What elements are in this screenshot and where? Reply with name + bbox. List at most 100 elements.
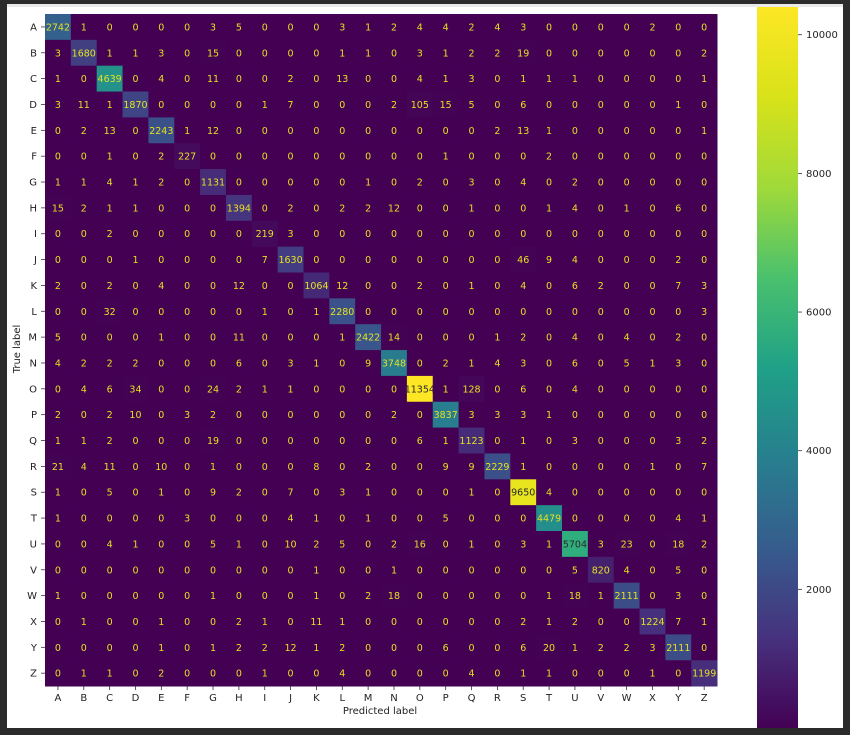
y-axis-ticks: A B C D E F G H I J K L M N O P Q R S T U V W X Y Z <box>27 22 45 680</box>
heatmap-cell <box>70 660 98 687</box>
cell-value-label: 1 <box>210 591 216 602</box>
cell-value-label: 820 <box>592 565 610 576</box>
cell-value-label: 0 <box>546 307 552 318</box>
cell-value-label: 2 <box>236 643 242 654</box>
heatmap-cell <box>148 169 175 196</box>
cell-value-label: 0 <box>313 669 319 680</box>
heatmap-cell <box>225 608 253 635</box>
heatmap-cell <box>355 634 382 661</box>
cell-value-label: 0 <box>572 514 578 525</box>
heatmap-cell <box>432 246 459 273</box>
cell-value-label: 0 <box>675 410 681 421</box>
cell-value-label: 2229 <box>485 462 509 473</box>
cell-value-label: 0 <box>55 229 61 240</box>
cell-value-label: 0 <box>701 384 707 395</box>
heatmap-cell <box>613 582 640 609</box>
cell-value-label: 0 <box>236 669 242 680</box>
cell-value-label: 0 <box>417 333 423 344</box>
cell-value-label: 0 <box>158 100 164 111</box>
heatmap-cell <box>329 350 356 377</box>
cell-value-label: 0 <box>649 178 655 189</box>
heatmap-cell <box>484 169 511 196</box>
heatmap-cell <box>381 65 408 92</box>
cell-value-label: 1 <box>546 591 552 602</box>
heatmap-cell <box>432 634 459 661</box>
heatmap-cell <box>122 375 149 403</box>
cell-value-label: 2742 <box>46 22 70 33</box>
heatmap-cell <box>122 479 149 506</box>
cell-value-label: 4 <box>494 358 500 369</box>
heatmap-cell <box>639 143 666 170</box>
heatmap-cell <box>45 143 72 170</box>
cell-value-label: 0 <box>132 74 138 85</box>
cell-value-label: 0 <box>469 617 475 628</box>
heatmap-cell <box>510 65 537 92</box>
heatmap-cell <box>70 246 98 273</box>
heatmap-cell <box>458 634 485 661</box>
heatmap-cell <box>613 350 640 377</box>
heatmap-cell <box>691 194 718 222</box>
heatmap-cell <box>406 324 434 351</box>
cell-value-label: 0 <box>55 643 61 654</box>
cell-value-label: 0 <box>313 100 319 111</box>
cell-value-label: 18 <box>388 591 400 602</box>
heatmap-cell <box>536 194 563 222</box>
heatmap-cell <box>458 91 485 118</box>
cell-value-label: 0 <box>184 48 190 59</box>
cell-value-label: 4479 <box>537 514 561 525</box>
heatmap-cell <box>587 14 615 41</box>
heatmap-cell <box>355 350 382 377</box>
heatmap-cell <box>484 375 511 403</box>
cell-value-label: 0 <box>443 488 449 499</box>
heatmap-cell <box>70 117 98 144</box>
cell-value-label: 0 <box>572 100 578 111</box>
cell-value-label: 1 <box>520 436 526 447</box>
heatmap-cell <box>45 531 72 558</box>
heatmap-cell <box>432 556 459 584</box>
heatmap-cell <box>122 582 149 609</box>
cell-value-label: 2 <box>701 48 707 59</box>
cell-value-label: 1 <box>443 152 449 163</box>
cell-value-label: 12 <box>336 281 348 292</box>
heatmap-cell <box>665 143 692 170</box>
heatmap-cell <box>587 117 615 144</box>
heatmap-cell <box>665 556 692 584</box>
cell-value-label: 1 <box>546 617 552 628</box>
cell-value-label: 0 <box>494 203 500 214</box>
heatmap-cell <box>45 582 72 609</box>
cell-value-label: 0 <box>649 488 655 499</box>
cell-value-label: 5 <box>469 100 475 111</box>
cell-value-label: 0 <box>81 565 87 576</box>
heatmap-cell <box>329 220 356 248</box>
heatmap-cell <box>562 14 589 41</box>
x-tick-label: I <box>263 693 266 704</box>
heatmap-cell <box>613 220 640 248</box>
cell-value-label: 1 <box>572 643 578 654</box>
cell-value-label: 0 <box>236 152 242 163</box>
cell-value-label: 0 <box>184 229 190 240</box>
cell-value-label: 0 <box>339 462 345 473</box>
cell-value-label: 0 <box>81 281 87 292</box>
heatmap-cell <box>381 117 408 144</box>
cell-value-label: 0 <box>132 22 138 33</box>
heatmap-cell <box>510 608 537 635</box>
cell-value-label: 0 <box>107 22 113 33</box>
heatmap-cell <box>277 401 304 428</box>
cell-value-label: 0 <box>313 488 319 499</box>
cell-value-label: 0 <box>365 255 371 266</box>
heatmap-cell <box>406 169 434 196</box>
heatmap-cell <box>458 375 485 403</box>
cell-value-label: 0 <box>365 539 371 550</box>
heatmap-cell <box>613 143 640 170</box>
cell-value-label: 0 <box>262 462 268 473</box>
heatmap-cell <box>200 505 227 532</box>
heatmap-cell <box>510 117 537 144</box>
heatmap-cell <box>303 194 330 222</box>
heatmap-cell <box>406 479 434 506</box>
cell-value-label: 0 <box>184 617 190 628</box>
cell-value-label: 6 <box>520 384 526 395</box>
heatmap-cell <box>200 117 227 144</box>
cell-value-label: 24 <box>207 384 219 395</box>
y-tick-label: M <box>28 333 37 344</box>
heatmap-cell <box>251 246 279 273</box>
